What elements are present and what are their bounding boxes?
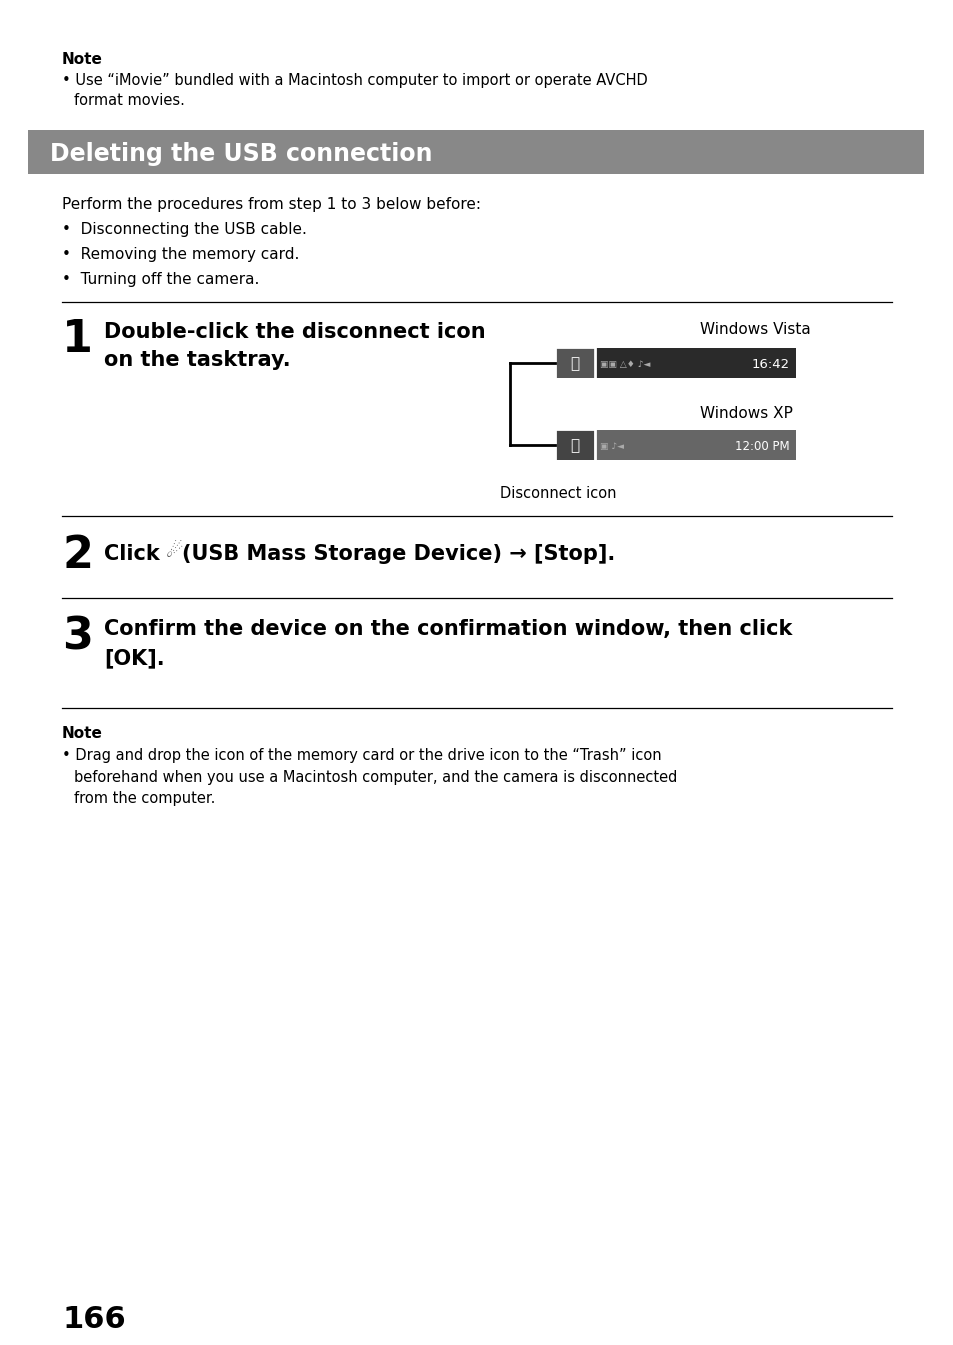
- Text: 166: 166: [62, 1305, 126, 1334]
- Text: Deleting the USB connection: Deleting the USB connection: [50, 143, 432, 165]
- Bar: [556, 430, 795, 460]
- Text: 3: 3: [62, 615, 92, 658]
- Text: • Drag and drop the icon of the memory card or the drive icon to the “Trash” ico: • Drag and drop the icon of the memory c…: [62, 748, 661, 763]
- Text: ⎕: ⎕: [570, 356, 579, 371]
- Text: Note: Note: [62, 52, 103, 67]
- Text: from the computer.: from the computer.: [74, 791, 215, 806]
- Text: [OK].: [OK].: [104, 648, 165, 668]
- Text: •  Disconnecting the USB cable.: • Disconnecting the USB cable.: [62, 222, 307, 237]
- Bar: [555, 429, 595, 461]
- Text: ☄: ☄: [166, 542, 183, 561]
- Text: Click: Click: [104, 543, 159, 564]
- Text: • Use “iMovie” bundled with a Macintosh computer to import or operate AVCHD: • Use “iMovie” bundled with a Macintosh …: [62, 73, 647, 87]
- Text: Windows Vista: Windows Vista: [700, 321, 810, 338]
- Bar: [556, 430, 594, 460]
- Text: Perform the procedures from step 1 to 3 below before:: Perform the procedures from step 1 to 3 …: [62, 196, 480, 213]
- Text: ▣▣ △♦ ♪◄: ▣▣ △♦ ♪◄: [599, 359, 650, 369]
- Bar: [555, 347, 595, 379]
- Text: 2: 2: [62, 534, 92, 577]
- Text: beforehand when you use a Macintosh computer, and the camera is disconnected: beforehand when you use a Macintosh comp…: [74, 769, 677, 785]
- Text: Note: Note: [62, 726, 103, 741]
- Text: format movies.: format movies.: [74, 93, 185, 108]
- Text: 1: 1: [62, 317, 92, 360]
- Text: ▣ ♪◄: ▣ ♪◄: [599, 441, 623, 451]
- Text: ⎕: ⎕: [570, 438, 579, 453]
- Bar: [28, 130, 923, 174]
- Text: Double-click the disconnect icon: Double-click the disconnect icon: [104, 321, 485, 342]
- Text: Disconnect icon: Disconnect icon: [499, 486, 616, 500]
- Bar: [556, 348, 795, 378]
- Text: •  Removing the memory card.: • Removing the memory card.: [62, 247, 299, 262]
- Text: 12:00 PM: 12:00 PM: [735, 440, 789, 452]
- Bar: [556, 348, 594, 378]
- Text: 16:42: 16:42: [751, 358, 789, 370]
- Text: on the tasktray.: on the tasktray.: [104, 350, 291, 370]
- Text: (USB Mass Storage Device) → [Stop].: (USB Mass Storage Device) → [Stop].: [182, 543, 615, 564]
- Text: •  Turning off the camera.: • Turning off the camera.: [62, 272, 259, 286]
- Text: Confirm the device on the confirmation window, then click: Confirm the device on the confirmation w…: [104, 619, 792, 639]
- Text: Windows XP: Windows XP: [700, 406, 792, 421]
